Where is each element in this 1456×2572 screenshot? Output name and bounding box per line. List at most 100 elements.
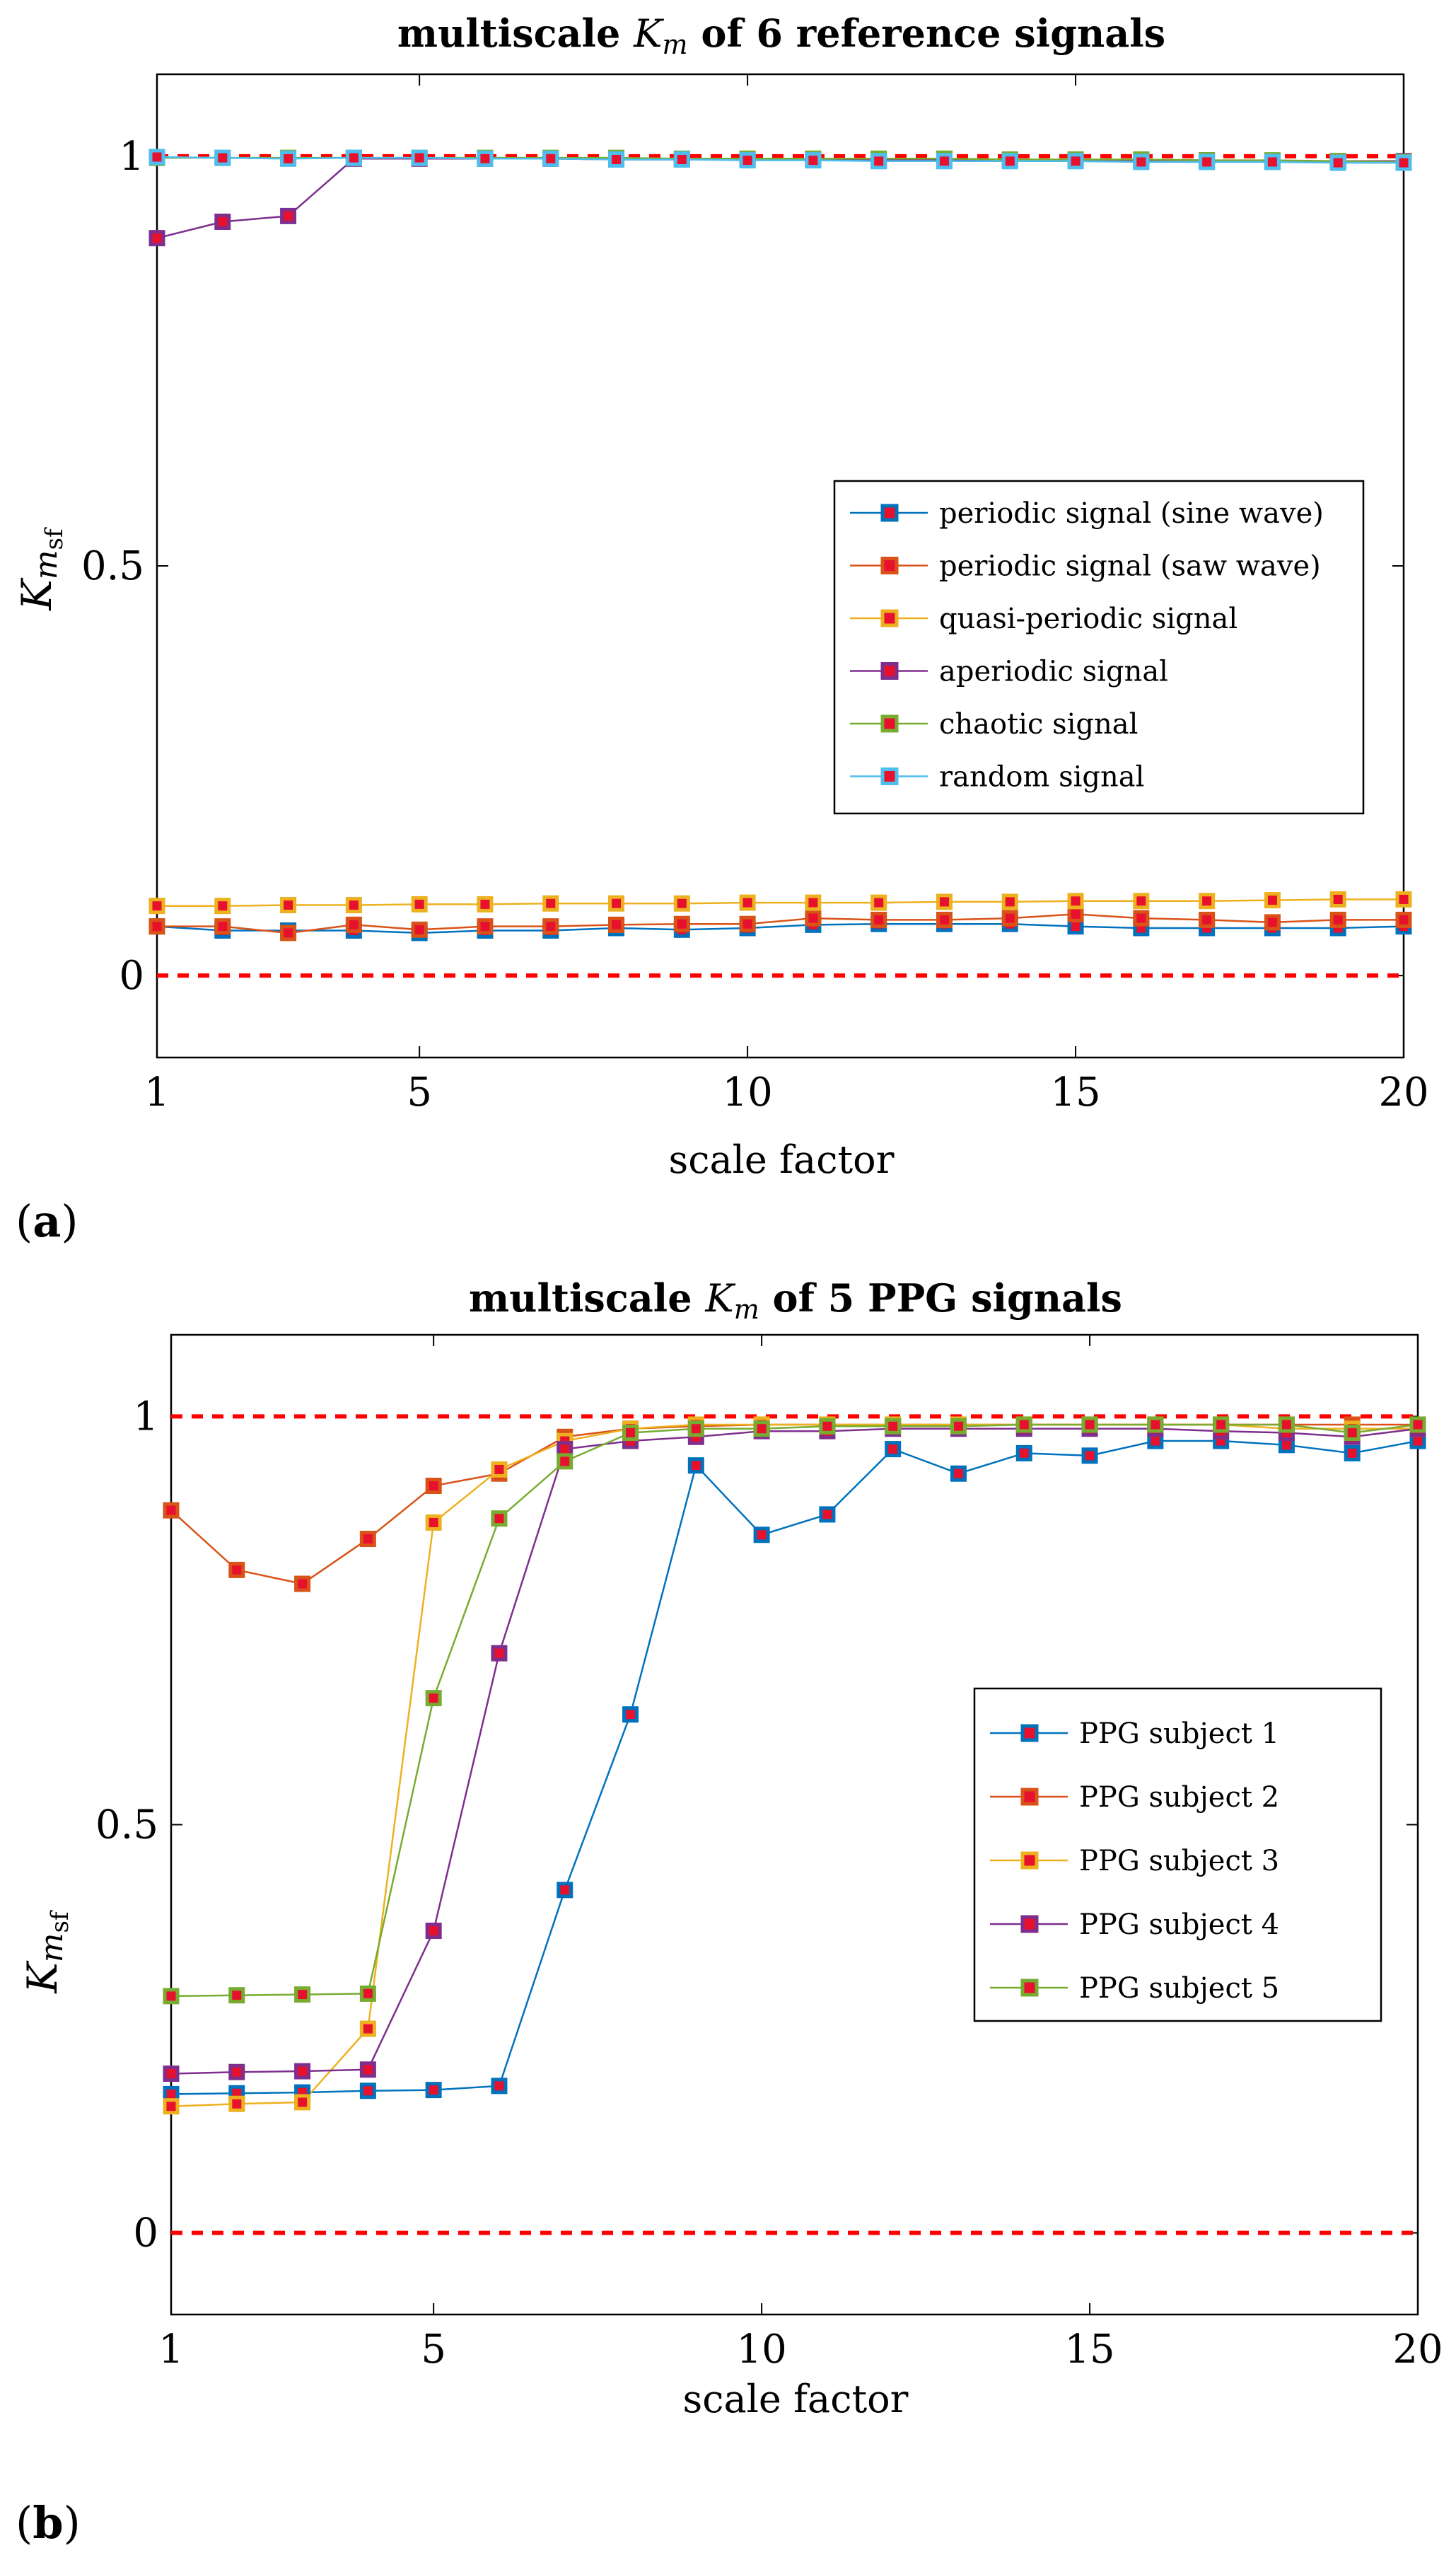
data-point <box>359 2082 376 2099</box>
data-point <box>280 925 297 942</box>
x-tick-label: 5 <box>407 1070 432 1116</box>
x-axis-label: scale factor <box>683 2377 909 2421</box>
data-point <box>294 1575 311 1592</box>
y-tick-label: 0.5 <box>95 1802 158 1848</box>
data-point <box>1199 153 1216 170</box>
legend-marker <box>1020 1724 1039 1742</box>
data-point <box>411 896 428 913</box>
data-point <box>294 1986 311 2003</box>
data-point <box>491 1645 508 1662</box>
legend-label: quasi-periodic signal <box>939 603 1237 635</box>
data-point <box>214 918 231 935</box>
legend-label: random signal <box>939 761 1144 794</box>
data-point <box>1264 914 1281 931</box>
data-point <box>608 916 625 933</box>
legend-label: PPG subject 2 <box>1079 1781 1279 1814</box>
data-point <box>477 150 494 167</box>
data-point <box>1067 893 1084 910</box>
x-tick-label: 15 <box>1050 1070 1100 1116</box>
data-point <box>359 2061 376 2078</box>
y-axis-label: Kmsf <box>18 1910 74 1994</box>
series-line <box>157 913 1404 934</box>
data-point <box>1395 154 1412 171</box>
data-point <box>885 1441 902 1458</box>
legend-marker <box>880 662 899 680</box>
data-point <box>1329 911 1346 928</box>
chart-title: multiscale Km of 5 PPG signals <box>469 1275 1122 1325</box>
data-point <box>739 894 756 911</box>
series-line <box>170 1423 1418 1585</box>
data-point <box>214 898 231 915</box>
data-point <box>608 895 625 912</box>
data-point <box>1395 911 1412 928</box>
legend-label: periodic signal (saw wave) <box>939 550 1321 583</box>
data-point <box>870 153 887 170</box>
legend-marker <box>880 714 899 733</box>
data-point <box>345 916 362 933</box>
data-point <box>228 2095 245 2112</box>
legend-label: aperiodic signal <box>939 656 1168 688</box>
legend-marker <box>1020 1788 1039 1806</box>
data-point <box>1081 1447 1098 1464</box>
data-point <box>1213 1416 1230 1433</box>
data-point <box>425 2082 442 2099</box>
data-point <box>622 1706 639 1723</box>
data-point <box>870 894 887 911</box>
data-point <box>228 1561 245 1578</box>
data-point <box>163 2066 180 2082</box>
legend-marker <box>880 504 899 522</box>
legend-marker <box>880 767 899 785</box>
data-point <box>491 2078 508 2095</box>
data-point <box>542 150 559 167</box>
series-line <box>170 1439 1419 2095</box>
y-tick-label: 1 <box>133 1394 158 1439</box>
data-point <box>557 1882 573 1899</box>
data-point <box>359 2020 376 2037</box>
data-point <box>425 1690 442 1707</box>
data-point <box>148 898 165 915</box>
data-point <box>425 1923 442 1940</box>
y-tick-label: 1 <box>119 134 144 180</box>
data-point <box>805 152 822 169</box>
y-tick-label: 0 <box>133 2211 158 2257</box>
data-point <box>936 893 953 910</box>
data-point <box>214 214 231 230</box>
series-line <box>156 156 1404 164</box>
x-tick-label: 10 <box>722 1070 772 1116</box>
series-line <box>156 922 1404 934</box>
data-point <box>739 152 756 169</box>
y-axis-label: Kmsf <box>13 527 69 611</box>
x-tick-label: 10 <box>736 2327 786 2373</box>
data-point <box>753 1527 770 1543</box>
data-point <box>280 897 297 914</box>
data-point <box>542 895 559 912</box>
data-point <box>1264 153 1281 170</box>
legend-marker <box>1020 1915 1039 1933</box>
data-point <box>687 1420 704 1437</box>
legend-label: periodic signal (sine wave) <box>939 497 1324 530</box>
x-axis-label: scale factor <box>669 1137 895 1182</box>
data-point <box>542 918 559 935</box>
data-point <box>819 1506 836 1523</box>
data-point <box>294 2063 311 2080</box>
chart-b-svg: multiscale Km of 5 PPG signals 1 5 10 15 200… <box>18 1275 1443 2421</box>
legend-label: PPG subject 4 <box>1079 1908 1279 1941</box>
data-point <box>805 894 822 911</box>
legend-marker <box>880 557 899 574</box>
legend-marker <box>880 609 899 627</box>
data-point <box>148 230 165 247</box>
x-tick-label: 5 <box>421 2327 446 2373</box>
data-point <box>477 918 494 935</box>
data-point <box>359 1985 376 2002</box>
data-point <box>359 1531 376 1548</box>
data-point <box>477 896 494 913</box>
chart-b: multiscale Km of 5 PPG signals 1 5 10 15 20 0… <box>0 1266 1456 2455</box>
data-point <box>228 2063 245 2080</box>
data-point <box>1001 893 1018 910</box>
series-line <box>170 1427 1419 2075</box>
data-point <box>1395 891 1412 908</box>
